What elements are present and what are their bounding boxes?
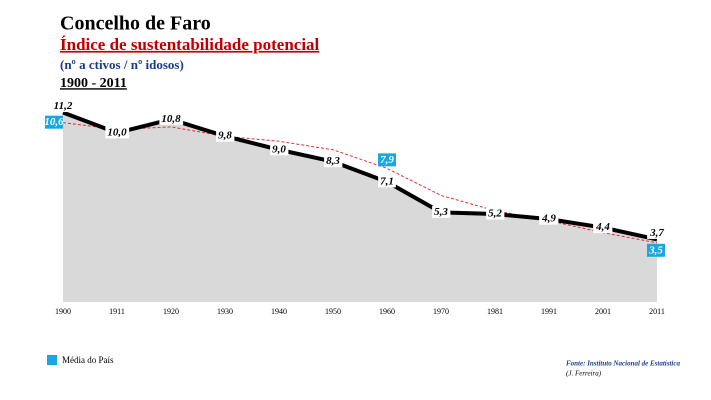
chart-title: Concelho de Faro: [60, 13, 211, 35]
chart-period: 1900 - 2011: [60, 76, 127, 91]
x-tick-label: 1981: [487, 307, 503, 316]
data-label-bg: [270, 143, 289, 156]
x-tick-label: 1970: [433, 307, 449, 316]
data-label: 5,2: [486, 207, 505, 220]
data-label-text: 11,2: [54, 100, 73, 112]
data-label-text: 10,0: [107, 126, 127, 138]
data-label-text: 5,2: [488, 208, 502, 220]
data-label-bg: [647, 243, 665, 257]
data-label-text: 7,1: [380, 175, 394, 187]
data-label: 3,7: [647, 226, 667, 239]
data-label: 4,9: [539, 212, 559, 225]
data-label: 11,2: [51, 100, 75, 113]
data-label: 10,6: [44, 115, 64, 129]
data-label: 10,0: [105, 126, 130, 139]
data-label-text: 10,6: [44, 116, 64, 128]
data-label-text: 9,0: [272, 143, 286, 155]
line: [62, 122, 658, 244]
data-label: 5,3: [432, 205, 451, 218]
data-label-text: 5,3: [434, 206, 448, 218]
x-tick-label: 1940: [271, 307, 287, 316]
legend-swatch: [47, 355, 57, 365]
data-label-text: 4,4: [595, 221, 610, 233]
data-label-bg: [378, 175, 396, 188]
data-label-bg: [593, 221, 613, 234]
x-tick-label: 2011: [649, 307, 665, 316]
data-label: 7,1: [378, 175, 396, 188]
x-tick-label: 1960: [379, 307, 395, 316]
area: [63, 112, 657, 303]
data-label: 10,8: [159, 112, 184, 125]
data-label: 9,0: [270, 143, 289, 156]
x-tick-label: 1920: [163, 307, 179, 316]
data-label-bg: [45, 115, 63, 129]
data-label-bg: [324, 155, 343, 168]
data-label-bg: [486, 207, 505, 220]
data-label-bg: [159, 112, 184, 125]
data-label-bg: [539, 212, 559, 225]
data-label-bg: [51, 100, 75, 113]
x-tick-label: 2001: [595, 307, 611, 316]
data-label-text: 7,9: [380, 154, 394, 166]
data-label-bg: [432, 205, 451, 218]
x-tick-label: 1911: [109, 307, 125, 316]
data-label-text: 8,3: [326, 155, 340, 167]
data-label-text: 3,7: [649, 227, 664, 239]
data-label-text: 3,5: [648, 244, 663, 256]
data-label: 4,4: [593, 221, 613, 234]
chart-subtitle: Índice de sustentabilidade potencial: [60, 35, 320, 54]
author: (J. Ferreira): [566, 370, 602, 378]
data-label-bg: [647, 226, 667, 239]
legend-label: Média do País: [62, 355, 114, 365]
data-label-bg: [216, 129, 235, 142]
source: Fonte: Instituto Nacional de Estatística: [566, 360, 680, 368]
data-label: 7,9: [378, 153, 396, 167]
x-tick-label: 1900: [55, 307, 71, 316]
data-label: 3,5: [647, 243, 665, 257]
data-label-text: 9,8: [218, 130, 232, 142]
data-label-bg: [105, 126, 130, 139]
x-tick-label: 1991: [541, 307, 557, 316]
data-label: 9,8: [216, 129, 235, 142]
x-tick-label: 1950: [325, 307, 341, 316]
data-label: 8,3: [324, 155, 343, 168]
x-tick-label: 1930: [217, 307, 233, 316]
chart-note: (nº a ctivos / nº idosos): [60, 57, 184, 72]
data-label-text: 4,9: [541, 213, 556, 225]
data-label-text: 10,8: [161, 113, 181, 125]
data-label-bg: [378, 153, 396, 167]
